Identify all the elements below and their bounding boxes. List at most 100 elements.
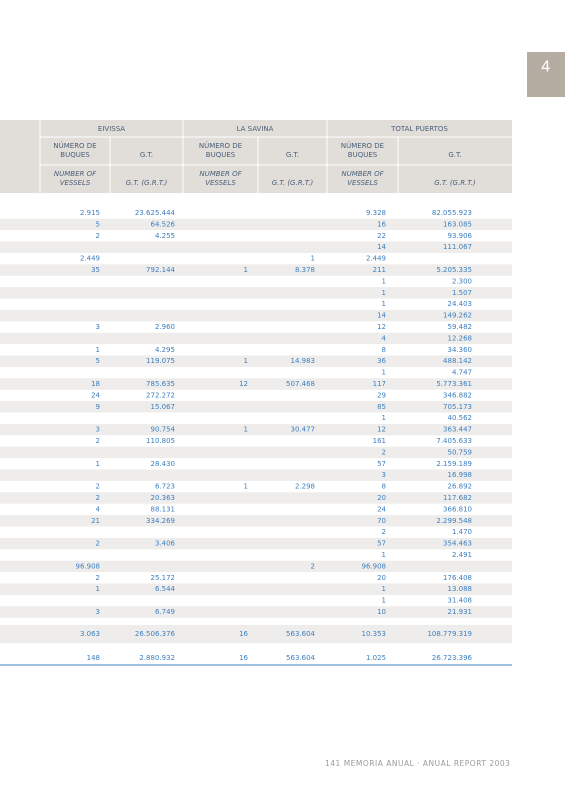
cell: 22 <box>377 232 386 240</box>
cell: 35 <box>91 266 100 274</box>
cell: 26.892 <box>448 483 473 491</box>
cell: 30.477 <box>291 426 316 434</box>
cell: 176.408 <box>443 574 472 582</box>
total-cell: 10.353 <box>362 630 387 638</box>
cell: 23.625.444 <box>135 209 176 217</box>
column-header: NÚMERO DE <box>199 141 242 150</box>
cell: 6.544 <box>155 585 176 593</box>
cell: 488.142 <box>443 357 472 365</box>
total-cell: 26.506.376 <box>135 630 176 638</box>
column-header: VESSELS <box>60 179 91 187</box>
group-header: TOTAL PUERTOS <box>390 125 448 133</box>
cell: 2.915 <box>80 209 100 217</box>
cell: 211 <box>373 266 386 274</box>
row-band <box>0 423 512 436</box>
cell: 10 <box>377 608 386 616</box>
cell: 2.300 <box>452 277 472 285</box>
cell: 1 <box>96 585 100 593</box>
cell: 785.635 <box>146 380 175 388</box>
cell: 1 <box>244 483 248 491</box>
cell: 15.067 <box>151 403 176 411</box>
cell: 20.363 <box>151 494 176 502</box>
row-band <box>0 515 512 527</box>
column-header: NUMBER OF <box>199 170 242 178</box>
table-header-bg <box>0 120 512 193</box>
cell: 18 <box>91 380 100 388</box>
cell: 14.983 <box>291 357 316 365</box>
cell: 50.759 <box>448 448 473 456</box>
cell: 2.299.548 <box>436 517 472 525</box>
cell: 8.378 <box>295 266 315 274</box>
cell: 4.747 <box>452 369 472 377</box>
cell: 12 <box>377 426 386 434</box>
cell: 2.960 <box>155 323 175 331</box>
cell: 3 <box>96 426 100 434</box>
cell: 31.408 <box>448 597 473 605</box>
cell: 4 <box>96 505 101 513</box>
cell: 2 <box>96 232 100 240</box>
cell: 2 <box>382 528 386 536</box>
cell: 2.449 <box>80 255 100 263</box>
cell: 2 <box>96 574 100 582</box>
total-band <box>0 625 512 643</box>
row-band <box>0 332 512 345</box>
row-band <box>0 378 512 390</box>
cell: 2 <box>96 494 100 502</box>
row-band <box>0 606 512 618</box>
total-cell: 563.604 <box>286 630 315 638</box>
cell: 90.754 <box>151 426 176 434</box>
cell: 7.405.633 <box>436 437 472 445</box>
cell: 3 <box>96 323 100 331</box>
cell: 2 <box>96 437 100 445</box>
cell: 13.088 <box>448 585 473 593</box>
cell: 21.931 <box>448 608 473 616</box>
cell: 3 <box>96 608 100 616</box>
cell: 85 <box>377 403 386 411</box>
cell: 149.262 <box>443 312 472 320</box>
cell: 272.272 <box>146 391 175 399</box>
cell: 24.403 <box>448 300 473 308</box>
cell: 792.144 <box>146 266 175 274</box>
cell: 1.470 <box>452 528 472 536</box>
total-cell: 16 <box>239 630 248 638</box>
cell: 5 <box>96 220 100 228</box>
column-header: VESSELS <box>347 179 378 187</box>
cell: 1 <box>96 346 100 354</box>
cell: 93.906 <box>448 232 473 240</box>
footer: 141 MEMORIA ANUAL · ANUAL REPORT 2003 <box>325 759 510 768</box>
cell: 346.882 <box>443 391 472 399</box>
row-band <box>0 218 512 231</box>
row-band <box>0 469 512 481</box>
cell: 12 <box>239 380 248 388</box>
cell: 2.449 <box>366 255 386 263</box>
cell: 1 <box>382 300 386 308</box>
cell: 111.067 <box>443 243 472 251</box>
cell: 28.430 <box>151 460 176 468</box>
cell: 82.055.923 <box>432 209 472 217</box>
cell: 119.075 <box>146 357 175 365</box>
cell: 6.749 <box>155 608 175 616</box>
total-cell: 16 <box>239 654 248 662</box>
column-header: NUMBER OF <box>54 170 97 178</box>
cell: 96.908 <box>76 562 101 570</box>
cell: 16.998 <box>448 471 473 479</box>
cell: 1 <box>382 551 386 559</box>
cell: 21 <box>91 517 100 525</box>
cell: 363.447 <box>443 426 472 434</box>
total-cell: 148 <box>87 654 100 662</box>
column-header: BUQUES <box>60 151 90 159</box>
cell: 1.507 <box>452 289 472 297</box>
row-band <box>0 355 512 367</box>
cell: 88.131 <box>151 505 176 513</box>
cell: 8 <box>382 346 386 354</box>
total-cell: 3.063 <box>80 630 100 638</box>
row-band <box>0 560 512 573</box>
cell: 1 <box>382 369 386 377</box>
cell: 354.463 <box>443 540 472 548</box>
cell: 2 <box>96 483 100 491</box>
cell: 117.682 <box>443 494 472 502</box>
cell: 1 <box>244 266 248 274</box>
cell: 57 <box>377 540 386 548</box>
row-band <box>0 287 512 299</box>
total-cell: 2.880.932 <box>139 654 175 662</box>
